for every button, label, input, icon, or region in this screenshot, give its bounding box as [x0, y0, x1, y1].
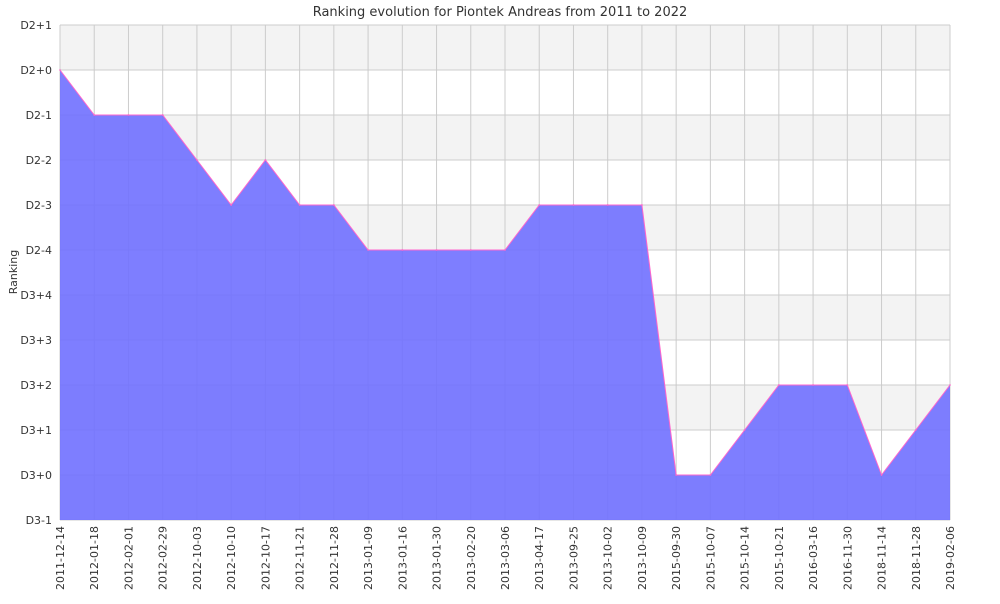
x-tick-label: 2013-04-17 [533, 526, 546, 590]
x-tick-label: 2012-02-29 [157, 526, 170, 590]
x-tick-label: 2015-10-21 [773, 526, 786, 590]
data-point [264, 159, 267, 161]
data-point [469, 249, 472, 251]
y-tick-label: D2-4 [26, 244, 52, 257]
data-point [572, 204, 575, 206]
data-point [538, 204, 541, 206]
x-tick-label: 2015-09-30 [670, 526, 683, 590]
x-tick-label: 2013-01-30 [431, 526, 444, 590]
data-point [435, 249, 438, 251]
x-tick-label: 2013-01-16 [396, 526, 409, 590]
data-point [93, 114, 96, 116]
y-axis-title: Ranking [7, 250, 20, 295]
data-point [401, 249, 404, 251]
y-tick-label: D2-1 [26, 109, 52, 122]
x-tick-label: 2018-11-28 [910, 526, 923, 590]
data-point [743, 429, 746, 431]
data-point [846, 384, 849, 386]
x-tick-label: 2012-10-03 [191, 526, 204, 590]
data-point [59, 69, 61, 71]
data-point [504, 249, 506, 251]
data-point [880, 474, 883, 476]
y-tick-label: D2-3 [26, 199, 52, 212]
x-tick-label: 2013-10-09 [636, 526, 649, 590]
x-tick-label: 2019-02-06 [944, 526, 957, 590]
data-point [949, 384, 951, 386]
data-point [298, 204, 301, 206]
x-tick-label: 2012-01-18 [88, 526, 101, 590]
x-tick-label: 2013-10-02 [602, 526, 615, 590]
x-tick-label: 2012-11-21 [294, 526, 307, 590]
x-tick-label: 2012-10-10 [225, 526, 238, 590]
y-tick-label: D3+3 [20, 334, 52, 347]
y-tick-label: D3+1 [20, 424, 52, 437]
x-tick-label: 2013-02-20 [465, 526, 478, 590]
x-tick-label: 2015-10-14 [739, 526, 752, 590]
data-point [812, 384, 815, 386]
y-tick-label: D3-1 [26, 514, 52, 527]
y-tick-label: D3+0 [20, 469, 52, 482]
x-tick-label: 2011-12-14 [54, 526, 67, 590]
y-tick-label: D2+1 [20, 19, 52, 32]
x-tick-label: 2016-11-30 [841, 526, 854, 590]
data-point [332, 204, 335, 206]
y-tick-label: D2-2 [26, 154, 52, 167]
data-point [914, 429, 917, 431]
y-tick-label: D3+2 [20, 379, 52, 392]
data-point [195, 159, 198, 161]
data-point [367, 249, 370, 251]
x-tick-label: 2016-03-16 [807, 526, 820, 590]
x-tick-label: 2013-01-09 [362, 526, 375, 590]
data-point [675, 474, 678, 476]
x-tick-label: 2013-03-06 [499, 526, 512, 590]
x-tick-label: 2018-11-14 [876, 526, 889, 590]
x-tick-label: 2013-09-25 [567, 526, 580, 590]
data-point [230, 204, 233, 206]
y-tick-label: D3+4 [20, 289, 52, 302]
x-tick-label: 2012-02-01 [122, 526, 135, 590]
data-point [709, 474, 712, 476]
data-point [777, 384, 780, 386]
y-tick-label: D2+0 [20, 64, 52, 77]
x-tick-label: 2012-10-17 [259, 526, 272, 590]
data-point [161, 114, 164, 116]
x-tick-label: 2015-10-07 [704, 526, 717, 590]
x-tick-label: 2012-11-28 [328, 526, 341, 590]
data-point [127, 114, 130, 116]
chart-title: Ranking evolution for Piontek Andreas fr… [313, 5, 688, 20]
data-point [606, 204, 609, 206]
data-point [640, 204, 643, 206]
